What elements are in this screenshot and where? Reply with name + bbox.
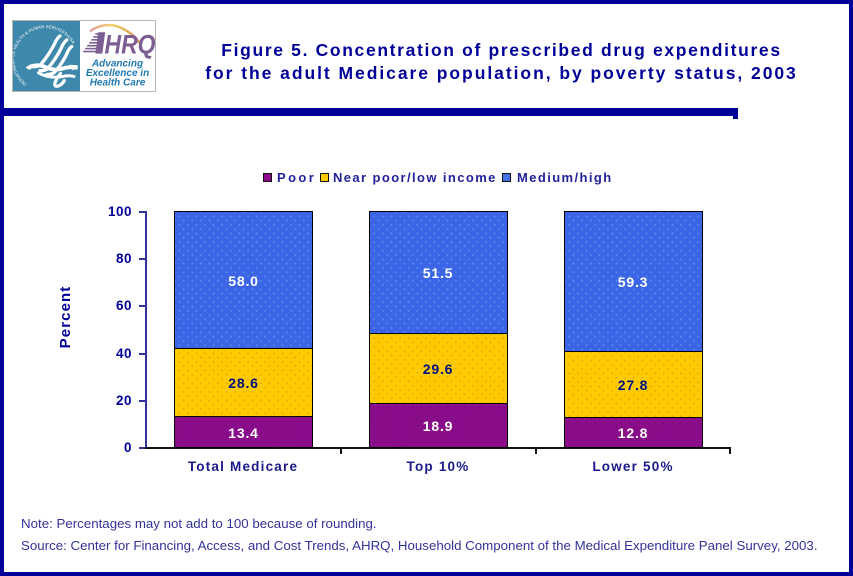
- svg-text:Excellence in: Excellence in: [86, 68, 149, 79]
- svg-text:Health Care: Health Care: [90, 77, 146, 88]
- svg-text:HRQ: HRQ: [105, 30, 156, 60]
- svg-text:Advancing: Advancing: [91, 58, 143, 69]
